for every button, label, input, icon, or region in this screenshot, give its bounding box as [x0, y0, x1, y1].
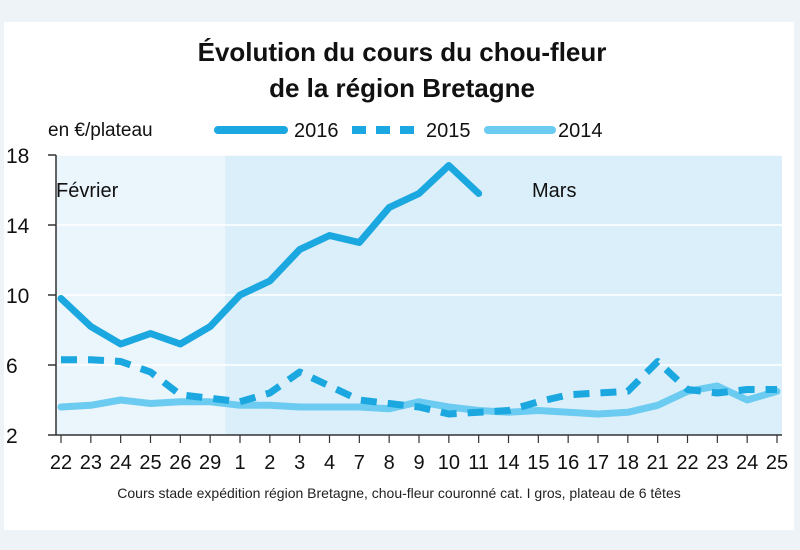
- x-tick-label: 15: [527, 452, 549, 474]
- x-tick-label: 18: [617, 452, 639, 474]
- x-tick-label: 29: [199, 452, 221, 474]
- x-tick-label: 16: [557, 452, 579, 474]
- x-tick-label: 22: [676, 452, 698, 474]
- chart-subtitle: de la région Bretagne: [269, 73, 535, 103]
- series-line-2014: [57, 382, 781, 418]
- series-line-2016: [57, 162, 483, 348]
- chart-title: Évolution du cours du chou-fleur: [198, 37, 607, 67]
- y-tick-label: 10: [6, 285, 29, 308]
- x-tick-label: 3: [294, 452, 305, 474]
- x-tick-label: 8: [384, 452, 395, 474]
- x-tick-label: 24: [110, 452, 132, 474]
- y-tick-label: 6: [6, 355, 18, 378]
- month-label-fevrier: Février: [56, 180, 119, 202]
- y-tick-label: 14: [6, 215, 30, 238]
- x-tick-label: 21: [647, 452, 669, 474]
- x-tick-label: 23: [80, 452, 102, 474]
- x-tick-label: 9: [413, 452, 424, 474]
- month-label-mars: Mars: [532, 180, 576, 202]
- chart-card: 2 6 10 14 18 22 23 24 25 26 29 1 2 3 4 7 8 9 10 11 14 15 16 17…: [4, 22, 794, 530]
- x-axis: 22 23 24 25 26 29 1 2 3 4 7 8 9 10 11 14 15 16 17 18 21 22 23 2…: [50, 434, 788, 474]
- x-tick-label: 14: [497, 452, 519, 474]
- x-tick-label: 26: [169, 452, 191, 474]
- series-lines: [57, 162, 781, 418]
- legend-label-2015: 2015: [426, 120, 471, 142]
- y-axis-label: en €/plateau: [48, 120, 153, 141]
- y-tick-label: 2: [6, 425, 18, 448]
- x-tick-label: 1: [234, 452, 245, 474]
- x-tick-label: 24: [736, 452, 758, 474]
- y-axis: 2 6 10 14 18: [6, 145, 782, 448]
- y-tick-label: 18: [6, 145, 29, 168]
- x-tick-label: 22: [50, 452, 72, 474]
- x-tick-label: 10: [438, 452, 460, 474]
- legend-label-2014: 2014: [558, 120, 603, 142]
- x-tick-label: 2: [264, 452, 275, 474]
- legend: 2016 2015 2014: [214, 120, 603, 142]
- x-tick-label: 23: [706, 452, 728, 474]
- x-tick-label: 4: [324, 452, 335, 474]
- x-tick-label: 25: [139, 452, 161, 474]
- x-tick-label: 11: [468, 452, 489, 474]
- legend-label-2016: 2016: [294, 120, 339, 142]
- series-line-2015: [61, 356, 777, 418]
- x-tick-label: 7: [354, 452, 365, 474]
- x-tick-label: 25: [766, 452, 788, 474]
- x-tick-label: 17: [587, 452, 609, 474]
- chart-caption: Cours stade expédition région Bretagne, …: [117, 485, 680, 501]
